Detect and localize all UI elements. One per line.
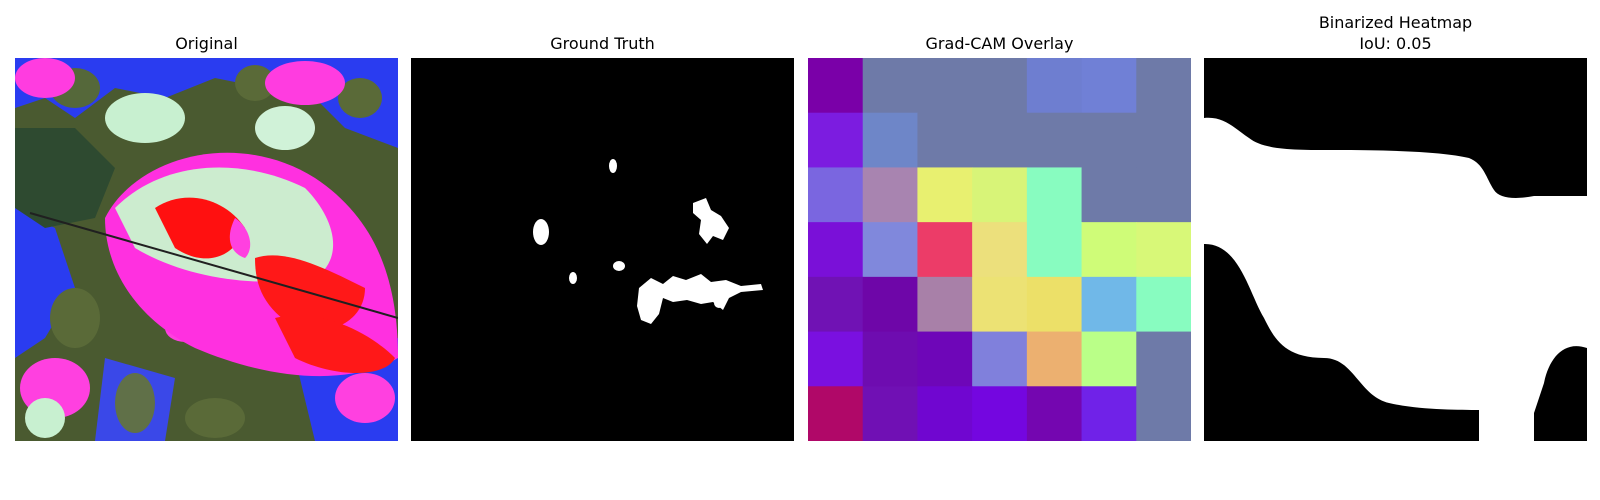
- gradcam-cell: [808, 112, 864, 169]
- gradcam-cell: [917, 331, 973, 387]
- gradcam-cell: [1026, 112, 1083, 169]
- gradcam-cell: [808, 167, 864, 223]
- original-image: [15, 58, 398, 441]
- panel-title-gradcam-overlay: Grad-CAM Overlay: [925, 34, 1074, 53]
- gradcam-cell: [808, 386, 864, 441]
- gradcam-cell: [972, 276, 1028, 333]
- gradcam-cell: [1026, 222, 1083, 278]
- gradcam-cell: [1136, 167, 1191, 223]
- gradcam-cell: [862, 386, 919, 441]
- original-leaf-picture: [15, 58, 398, 441]
- gradcam-cell: [1026, 167, 1083, 223]
- gradcam-heatmap-grid: [808, 58, 1191, 441]
- panel-title-ground-truth: Ground Truth: [550, 34, 655, 53]
- gradcam-cell: [917, 112, 973, 169]
- binarized-heatmap-picture: [1204, 58, 1587, 441]
- gradcam-cell: [972, 58, 1028, 114]
- gradcam-cell: [972, 331, 1028, 387]
- gradcam-cell: [862, 112, 919, 169]
- ground-truth-mask-picture: [411, 58, 794, 441]
- gradcam-cell: [1136, 222, 1191, 278]
- gradcam-cell: [862, 331, 919, 387]
- ground-truth-mask: [411, 58, 794, 441]
- gradcam-cell: [1081, 167, 1137, 223]
- gradcam-cell: [917, 222, 973, 278]
- gradcam-cell: [862, 167, 919, 223]
- gradcam-cell: [808, 331, 864, 387]
- gradcam-overlay: [808, 58, 1191, 441]
- gradcam-cell: [1081, 112, 1137, 169]
- gradcam-cell: [917, 167, 973, 223]
- gradcam-cell: [1136, 276, 1191, 333]
- gradcam-cell: [972, 167, 1028, 223]
- binarized-heatmap: [1204, 58, 1587, 441]
- gradcam-cell: [862, 222, 919, 278]
- gradcam-cell: [1081, 58, 1137, 114]
- gradcam-cell: [1026, 276, 1083, 333]
- gradcam-cell: [917, 276, 973, 333]
- gradcam-cell: [1136, 112, 1191, 169]
- gradcam-cell: [1081, 331, 1137, 387]
- gradcam-cell: [1136, 331, 1191, 387]
- gradcam-cell: [808, 222, 864, 278]
- gradcam-cell: [972, 222, 1028, 278]
- gradcam-cell: [1081, 222, 1137, 278]
- panel-title-original: Original: [175, 34, 238, 53]
- panel-title-binarized-heatmap: Binarized Heatmap: [1318, 13, 1473, 32]
- gradcam-cell: [862, 58, 919, 114]
- gradcam-cell: [862, 276, 919, 333]
- gradcam-cell: [1081, 386, 1137, 441]
- gradcam-cell: [1026, 386, 1083, 441]
- gradcam-cell: [1081, 276, 1137, 333]
- gradcam-cell: [1136, 386, 1191, 441]
- gradcam-cell: [917, 58, 973, 114]
- gradcam-cell: [917, 386, 973, 441]
- gradcam-cell: [808, 276, 864, 333]
- gradcam-cell: [972, 112, 1028, 169]
- gradcam-cell: [1026, 331, 1083, 387]
- gradcam-cell: [1136, 58, 1191, 114]
- iou-score-label: IoU: 0.05: [1359, 34, 1432, 53]
- gradcam-cell: [1026, 58, 1083, 114]
- gradcam-cell: [972, 386, 1028, 441]
- gradcam-cell: [808, 58, 864, 114]
